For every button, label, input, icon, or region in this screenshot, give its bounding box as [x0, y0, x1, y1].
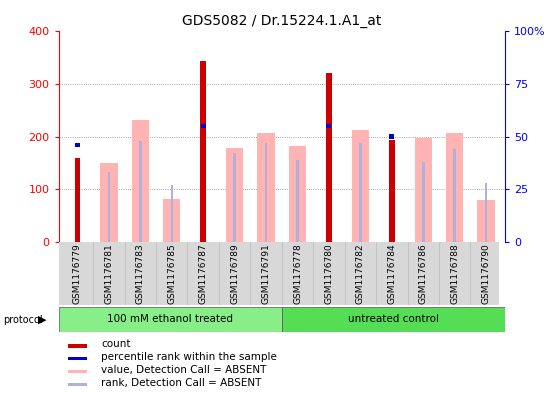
- Bar: [454, 149, 456, 242]
- Text: 100 mM ethanol treated: 100 mM ethanol treated: [107, 314, 233, 324]
- Text: GSM1176784: GSM1176784: [387, 244, 396, 304]
- Text: rank, Detection Call = ABSENT: rank, Detection Call = ABSENT: [101, 378, 262, 387]
- Text: GSM1176786: GSM1176786: [418, 244, 428, 304]
- Bar: [446, 133, 463, 242]
- Bar: [201, 124, 206, 128]
- Text: protocol: protocol: [3, 314, 42, 325]
- Bar: [359, 143, 362, 242]
- Text: ▶: ▶: [38, 314, 46, 325]
- Title: GDS5082 / Dr.15224.1.A1_at: GDS5082 / Dr.15224.1.A1_at: [182, 14, 382, 28]
- Bar: [415, 138, 432, 242]
- Text: GSM1176778: GSM1176778: [293, 244, 302, 304]
- Text: GSM1176790: GSM1176790: [482, 244, 490, 304]
- Text: GSM1176783: GSM1176783: [136, 244, 145, 304]
- Text: GSM1176782: GSM1176782: [356, 244, 365, 304]
- Text: percentile rank within the sample: percentile rank within the sample: [101, 352, 277, 362]
- Bar: [422, 162, 425, 242]
- Text: GSM1176787: GSM1176787: [199, 244, 208, 304]
- Bar: [282, 307, 505, 332]
- Bar: [68, 370, 87, 373]
- Bar: [75, 143, 80, 147]
- Bar: [226, 148, 243, 242]
- Text: untreated control: untreated control: [348, 314, 439, 324]
- Bar: [68, 344, 87, 348]
- Bar: [265, 143, 267, 242]
- Bar: [132, 120, 149, 242]
- Text: value, Detection Call = ABSENT: value, Detection Call = ABSENT: [101, 365, 267, 375]
- Bar: [68, 382, 87, 386]
- Text: GSM1176780: GSM1176780: [324, 244, 334, 304]
- Bar: [389, 134, 395, 139]
- Bar: [59, 307, 282, 332]
- Bar: [108, 172, 110, 242]
- Bar: [163, 198, 180, 242]
- Text: GSM1176791: GSM1176791: [262, 244, 271, 304]
- Bar: [326, 73, 332, 242]
- Bar: [326, 124, 331, 128]
- Text: GSM1176789: GSM1176789: [230, 244, 239, 304]
- Text: GSM1176781: GSM1176781: [104, 244, 113, 304]
- Bar: [289, 145, 306, 242]
- Text: GSM1176788: GSM1176788: [450, 244, 459, 304]
- Bar: [296, 160, 299, 242]
- Bar: [233, 153, 236, 242]
- Bar: [139, 141, 142, 242]
- Text: GSM1176779: GSM1176779: [73, 244, 82, 304]
- Bar: [478, 200, 495, 242]
- Bar: [171, 185, 173, 242]
- Bar: [200, 61, 206, 242]
- Text: GSM1176785: GSM1176785: [167, 244, 176, 304]
- Bar: [68, 357, 87, 360]
- Bar: [352, 130, 369, 242]
- Bar: [485, 183, 487, 242]
- Bar: [100, 163, 118, 242]
- Bar: [389, 140, 395, 242]
- Bar: [75, 158, 80, 242]
- Text: count: count: [101, 339, 131, 349]
- Bar: [257, 133, 275, 242]
